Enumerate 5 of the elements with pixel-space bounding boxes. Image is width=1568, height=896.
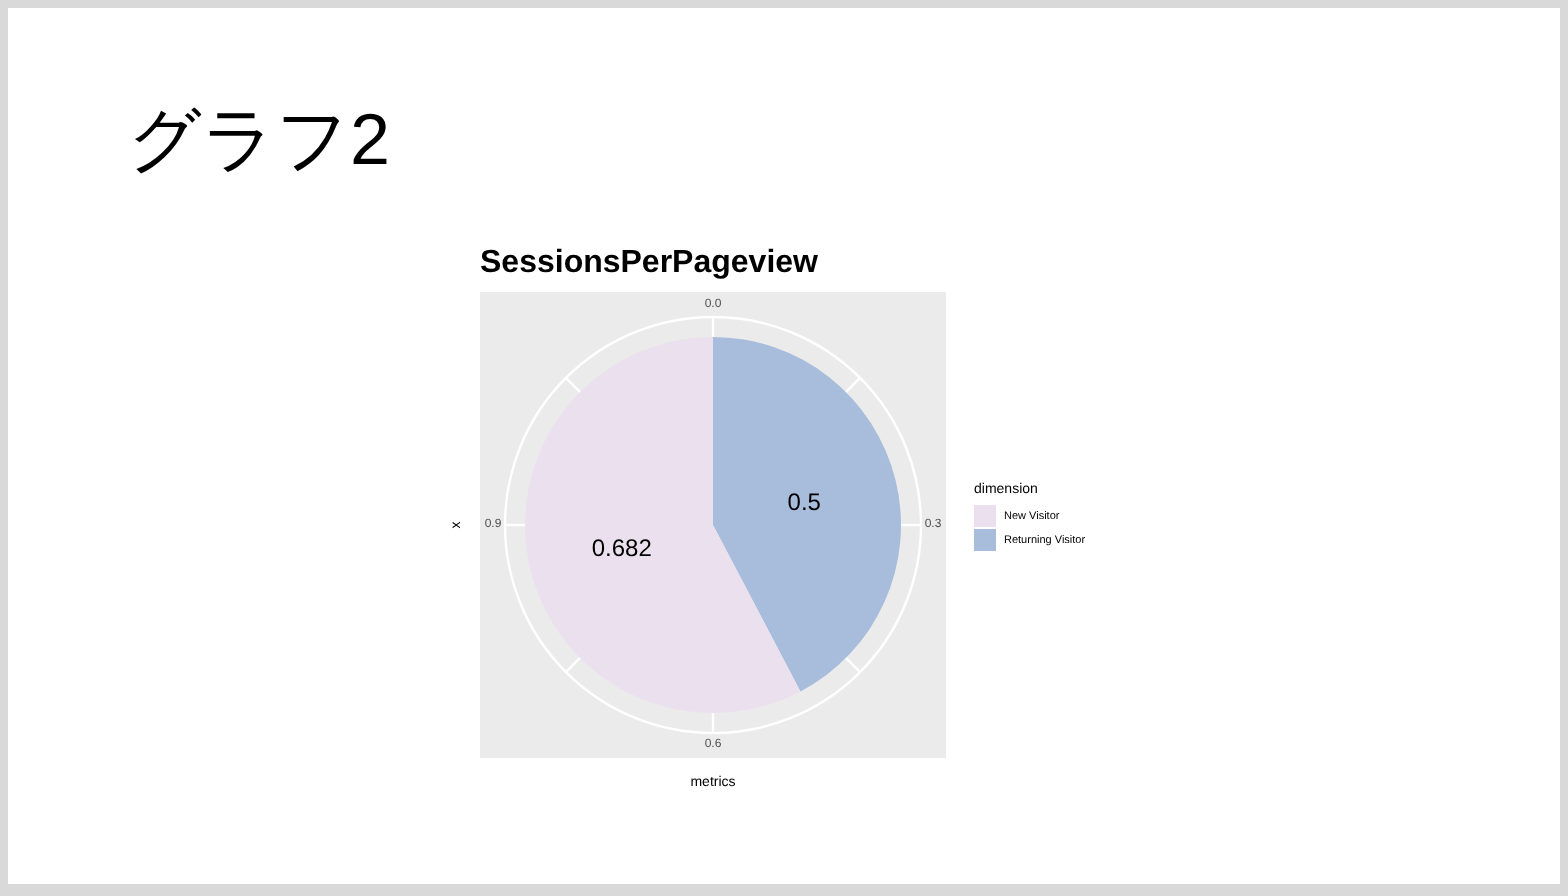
chart-subtitle: SessionsPerPageview [480, 246, 820, 280]
data-label: 0.5 [787, 488, 822, 517]
chart-title: グラフ2 [128, 98, 391, 180]
data-label: 0.682 [591, 533, 653, 562]
pie-slice [713, 337, 901, 692]
